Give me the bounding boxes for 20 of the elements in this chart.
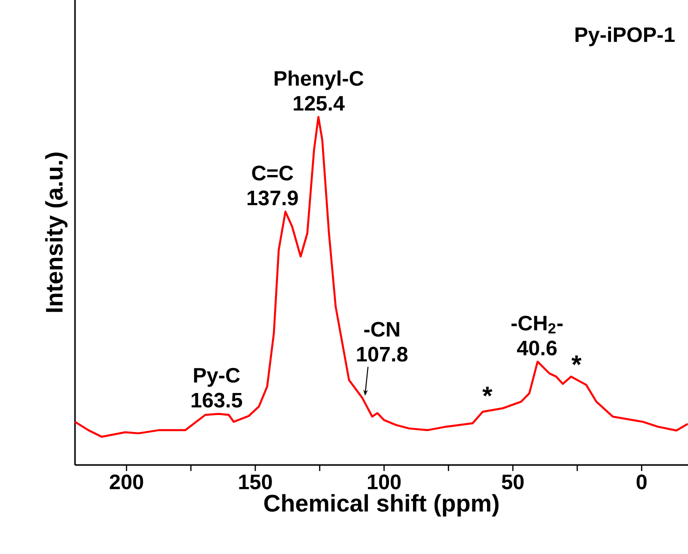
- annotation: C=C: [252, 166, 294, 180]
- x-tick-label: 200: [110, 474, 144, 490]
- x-axis-title: Chemical shift (ppm): [264, 494, 499, 516]
- annotation: 40.6: [517, 340, 557, 356]
- annotation: *: [482, 386, 492, 396]
- annotation: 163.5: [192, 392, 242, 408]
- annotation: Phenyl-C: [274, 70, 364, 90]
- annotation: *: [572, 355, 582, 366]
- annotation: -CN: [364, 322, 400, 337]
- x-tick-label: 150: [239, 474, 272, 490]
- annotation: -CH$_{2}$-: [511, 316, 563, 334]
- chart-title: Py-iPOP-1: [576, 26, 675, 46]
- x-tick-label: 50: [502, 474, 524, 490]
- x-tick-label: 100: [368, 474, 401, 490]
- x-tick-label: 0: [636, 474, 647, 490]
- annotation: 125.4: [294, 96, 345, 111]
- annotation: 107.8: [357, 346, 408, 362]
- annotation: 137.9: [248, 190, 298, 206]
- y-axis-title: Intensity (a.u.): [45, 152, 68, 312]
- annotation: Py-C: [194, 368, 240, 387]
